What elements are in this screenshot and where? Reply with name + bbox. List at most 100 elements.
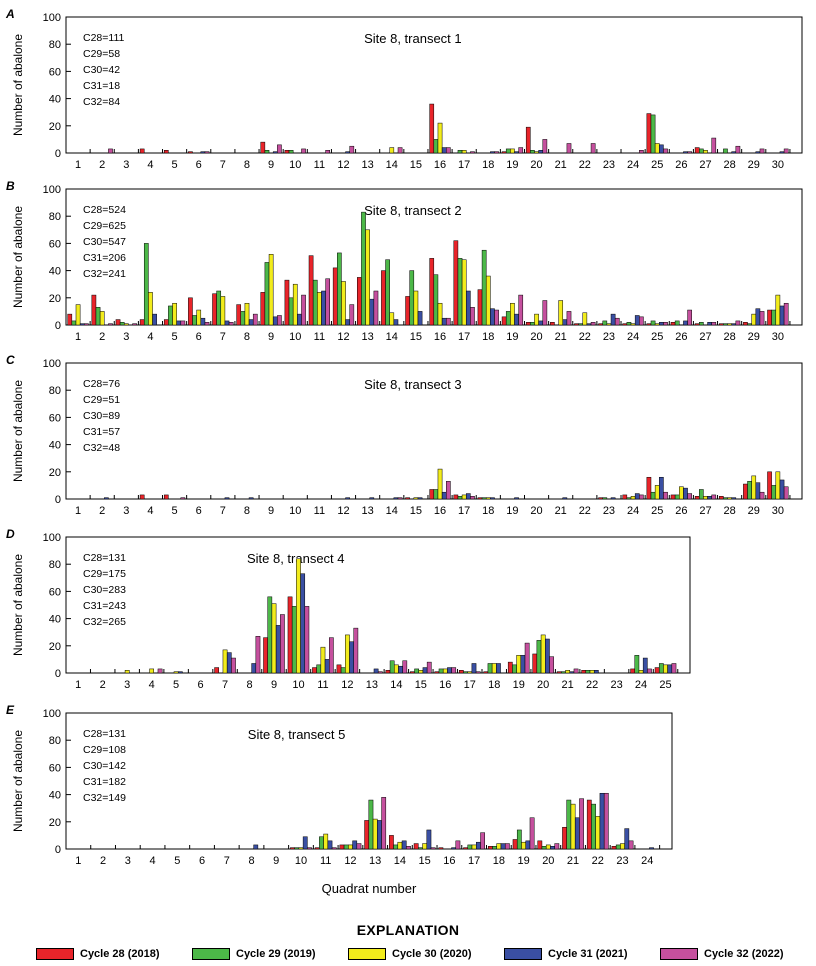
bar-c28 — [357, 277, 362, 326]
x-tick-label: 28 — [723, 505, 735, 517]
bar-c31 — [659, 144, 664, 154]
bar-c29 — [467, 844, 473, 850]
x-tick-label: 25 — [651, 159, 663, 171]
x-tick-label: 26 — [675, 331, 687, 343]
totals-label: C28=131 — [83, 728, 126, 740]
x-tick-label: 19 — [517, 855, 529, 867]
bar-c28 — [525, 126, 531, 154]
bar-c31 — [272, 316, 278, 326]
x-tick-label: 15 — [415, 679, 427, 691]
bar-c31 — [393, 497, 399, 500]
bar-c28 — [525, 322, 531, 326]
bar-c30 — [471, 844, 477, 850]
bar-c31 — [471, 663, 477, 674]
x-tick-label: 24 — [641, 855, 653, 867]
bar-c30 — [271, 603, 277, 674]
bar-c28 — [646, 323, 652, 326]
x-tick-label: 8 — [244, 505, 250, 517]
bar-c29 — [389, 660, 395, 674]
x-tick-label: 1 — [75, 679, 81, 691]
x-tick-label: 3 — [123, 159, 129, 171]
bar-c31 — [345, 151, 350, 154]
bar-c28 — [163, 150, 169, 154]
chart-title: Site 8, transect 1 — [364, 31, 462, 46]
y-tick-label: 0 — [55, 844, 61, 856]
x-tick-label: 6 — [199, 855, 205, 867]
bar-c32 — [542, 300, 548, 326]
y-tick-label: 100 — [43, 12, 61, 24]
bar-c32 — [277, 315, 282, 326]
x-tick-label: 14 — [394, 855, 406, 867]
bar-c30 — [467, 671, 473, 674]
x-tick-label: 11 — [314, 331, 325, 343]
bar-c32 — [455, 840, 461, 850]
bar-c28 — [453, 240, 459, 326]
bar-c32 — [252, 313, 258, 326]
bar-c29 — [723, 323, 728, 326]
bar-c30 — [595, 816, 601, 850]
bar-c28 — [537, 840, 543, 850]
bar-c31 — [369, 497, 375, 500]
bar-c29 — [536, 640, 542, 674]
x-tick-label: 4 — [149, 679, 155, 691]
bar-c32 — [687, 493, 692, 500]
bar-c30 — [727, 497, 732, 500]
bar-c32 — [451, 667, 457, 674]
bar-c32 — [590, 322, 596, 326]
bar-c31 — [352, 840, 358, 850]
x-tick-label: 14 — [386, 331, 398, 343]
bar-c29 — [699, 322, 704, 326]
bar-c32 — [430, 847, 436, 850]
bar-c28 — [453, 494, 459, 500]
x-tick-label: 1 — [75, 505, 81, 517]
bar-c28 — [290, 847, 295, 850]
bar-c31 — [574, 817, 580, 850]
bar-c30 — [222, 649, 228, 674]
x-tick-label: 5 — [173, 679, 179, 691]
y-axis-label: Number of abalone — [11, 206, 25, 308]
bar-c30 — [345, 634, 350, 674]
bar-c28 — [694, 323, 700, 326]
bar-c32 — [470, 151, 475, 154]
x-tick-label: 23 — [603, 159, 615, 171]
bar-c31 — [562, 497, 568, 500]
bar-c30 — [317, 292, 322, 326]
bar-c31 — [369, 298, 375, 326]
bar-c32 — [573, 668, 579, 674]
bar-c32 — [426, 661, 432, 674]
bar-c32 — [406, 846, 411, 850]
totals-label: C30=89 — [83, 410, 120, 422]
bar-c31 — [490, 151, 495, 154]
x-tick-label: 6 — [196, 505, 202, 517]
y-tick-label: 100 — [43, 358, 61, 370]
bar-c31 — [490, 308, 495, 326]
x-tick-label: 1 — [75, 159, 81, 171]
x-tick-label: 9 — [268, 505, 274, 517]
bar-c31 — [104, 497, 109, 500]
bar-c29 — [578, 323, 583, 326]
x-tick-label: 16 — [434, 505, 446, 517]
bar-c31 — [683, 151, 688, 154]
bar-c30 — [372, 818, 378, 850]
bar-c31 — [514, 313, 519, 326]
bar-c30 — [149, 668, 154, 674]
legend-swatch-c29 — [192, 948, 230, 960]
x-tick-label: 10 — [289, 331, 301, 343]
x-tick-label: 15 — [410, 505, 422, 517]
bar-c31 — [514, 151, 519, 154]
bar-c30 — [437, 122, 443, 154]
bar-c30 — [413, 497, 419, 500]
x-tick-label: 26 — [675, 159, 687, 171]
bar-c32 — [639, 494, 644, 500]
x-tick-label: 1 — [75, 331, 81, 343]
bar-c31 — [538, 150, 544, 154]
bar-c28 — [718, 496, 724, 500]
x-tick-label: 20 — [530, 159, 542, 171]
bar-c29 — [457, 258, 463, 326]
bar-c32 — [735, 320, 741, 326]
x-tick-label: 21 — [555, 331, 567, 343]
bar-c30 — [268, 254, 274, 326]
x-tick-label: 5 — [172, 331, 178, 343]
totals-label: C28=524 — [83, 204, 126, 216]
bar-c28 — [646, 476, 652, 500]
